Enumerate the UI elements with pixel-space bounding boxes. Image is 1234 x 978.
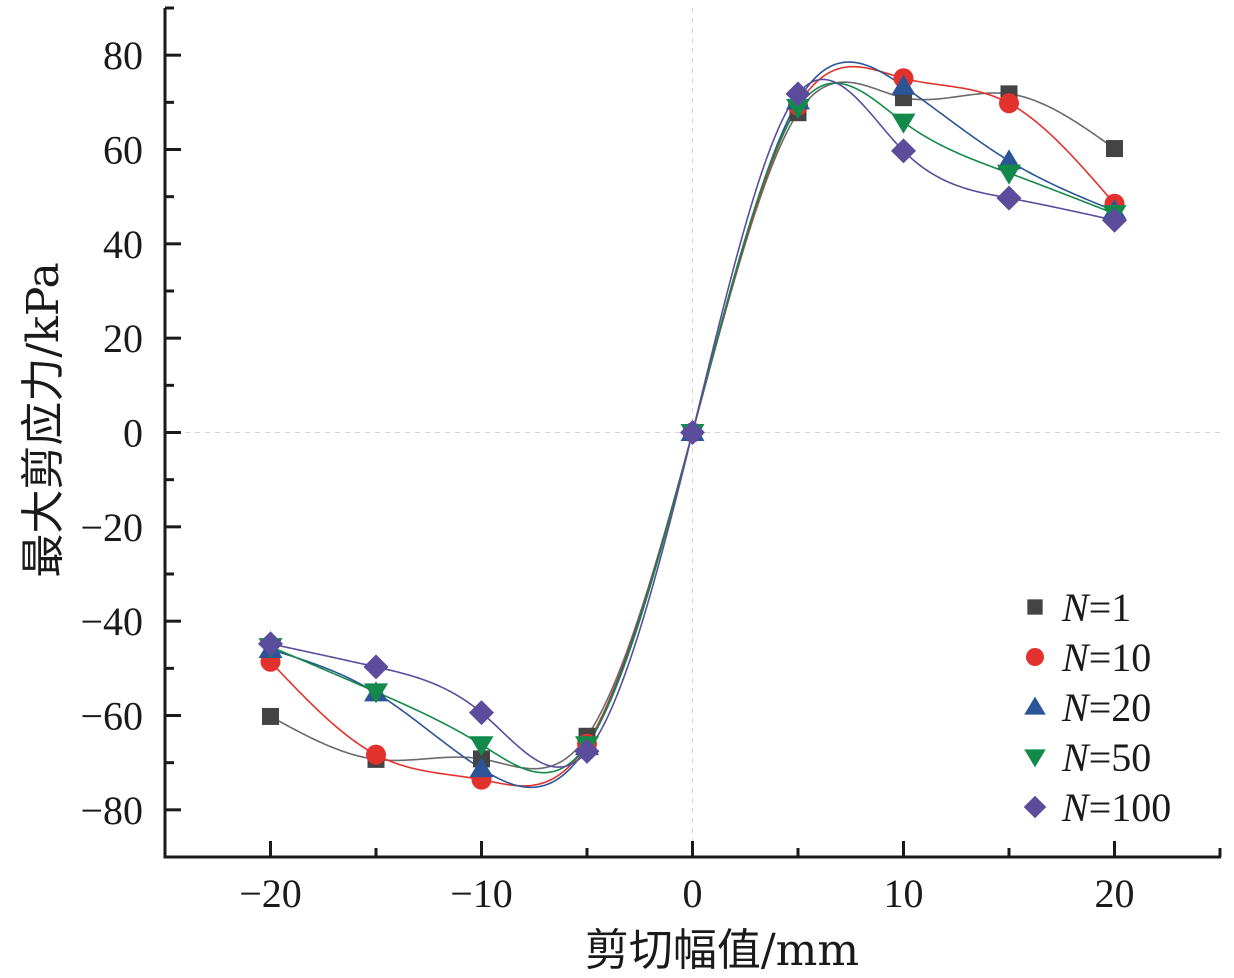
y-tick-label: 60 [103, 128, 143, 173]
legend-item: N=50 [1024, 735, 1151, 780]
legend-label: N=50 [1061, 735, 1151, 780]
legend-label-value: =20 [1089, 685, 1152, 730]
legend-label: N=10 [1061, 635, 1151, 680]
data-point-N-100 [1102, 207, 1127, 233]
data-point-N-1 [1106, 140, 1123, 158]
y-tick-label: −20 [80, 505, 143, 550]
legend-label: N=100 [1061, 785, 1171, 830]
data-point-N-100 [574, 738, 600, 764]
y-tick-label: 80 [103, 33, 143, 78]
legend: N=1N=10N=20N=50N=100 [1023, 585, 1171, 830]
y-tick-label: −80 [80, 788, 143, 833]
legend-marker-circle [1026, 648, 1044, 666]
data-point-N-50 [786, 99, 810, 120]
legend-marker-triangle-up [1024, 696, 1046, 715]
data-point-N-10 [999, 93, 1019, 114]
data-point-N-50 [997, 164, 1021, 185]
legend-label-variable: N [1061, 785, 1091, 830]
legend-label-value: =1 [1089, 585, 1132, 630]
legend-marker-diamond [1023, 795, 1047, 819]
legend-label-value: =10 [1089, 635, 1152, 680]
data-point-N-100 [680, 420, 705, 445]
x-tick-label: 10 [884, 871, 924, 916]
legend-label-variable: N [1061, 635, 1091, 680]
data-point-N-50 [891, 113, 916, 134]
data-point-N-100 [363, 654, 389, 680]
data-point-N-100 [469, 700, 494, 726]
legend-marker-triangle-down [1024, 749, 1046, 768]
legend-label-variable: N [1061, 685, 1091, 730]
legend-label: N=1 [1061, 585, 1131, 630]
data-point-N-20 [891, 74, 916, 95]
legend-label-value: =100 [1089, 785, 1172, 830]
data-markers [258, 68, 1127, 790]
x-tick-label: 0 [683, 871, 703, 916]
legend-label-variable: N [1061, 735, 1091, 780]
y-tick-label: −40 [80, 599, 143, 644]
x-axis-title: 剪切幅值/mm [585, 925, 859, 976]
data-point-N-100 [258, 631, 283, 657]
axes [163, 6, 1222, 859]
data-point-N-20 [469, 757, 494, 778]
y-tick-label: 40 [103, 222, 143, 267]
y-tick-label: −60 [80, 694, 143, 739]
data-point-N-20 [997, 149, 1021, 170]
tick-labels: −80 −60 −40 −20 0 20 40 60 80 −20 −10 0 10 20 [80, 33, 1134, 916]
data-point-N-50 [469, 736, 494, 757]
data-point-N-100 [996, 185, 1022, 211]
data-point-N-100 [891, 138, 916, 164]
legend-item: N=1 [1027, 585, 1131, 630]
y-tick-label: 0 [123, 411, 143, 456]
legend-marker-square [1027, 599, 1043, 615]
y-axis-title: 最大剪应力/kPa [18, 262, 69, 577]
data-point-N-10 [366, 744, 386, 765]
legend-item: N=10 [1026, 635, 1151, 680]
data-point-N-50 [364, 683, 388, 704]
legend-label-variable: N [1061, 585, 1091, 630]
legend-label-value: =50 [1089, 735, 1152, 780]
legend-item: N=20 [1024, 685, 1151, 730]
data-point-N-100 [785, 81, 811, 107]
x-tick-label: −10 [450, 871, 513, 916]
data-point-N-1 [262, 707, 279, 725]
x-tick-label: 20 [1095, 871, 1135, 916]
x-tick-label: −20 [239, 871, 302, 916]
legend-label: N=20 [1061, 685, 1151, 730]
legend-item: N=100 [1023, 785, 1171, 830]
y-tick-label: 20 [103, 316, 143, 361]
